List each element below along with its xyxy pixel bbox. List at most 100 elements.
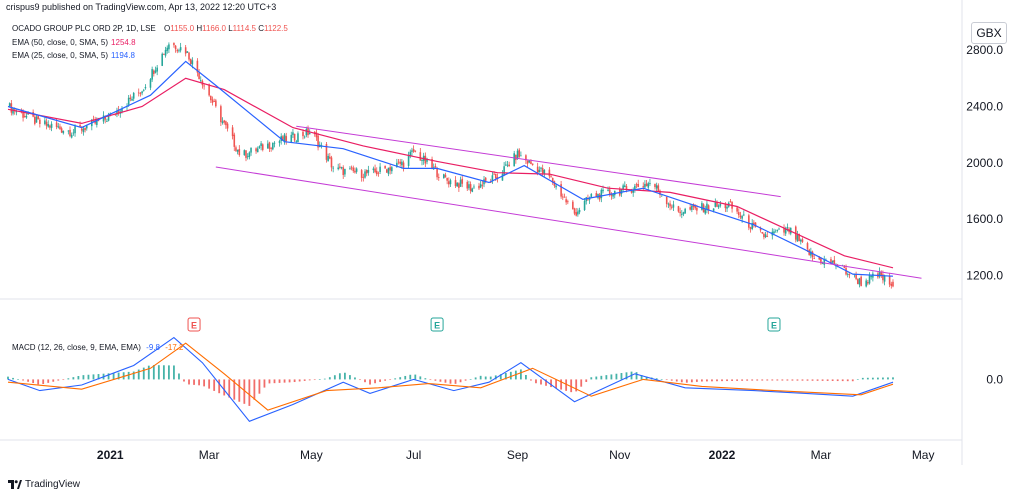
macd-histogram-bar <box>12 377 14 380</box>
candle-body <box>823 259 826 265</box>
candle-body <box>677 206 680 212</box>
candle-body <box>434 166 437 168</box>
candle-body <box>397 161 400 163</box>
macd-histogram-bar <box>811 379 814 381</box>
candle-body <box>506 164 509 166</box>
macd-histogram-bar <box>665 379 668 381</box>
macd-histogram-bar <box>892 377 894 380</box>
channel-lower-line <box>215 166 922 279</box>
macd-histogram-bar <box>454 379 457 384</box>
candle-body <box>278 141 281 143</box>
candle-body <box>116 110 118 115</box>
macd-histogram-bar <box>620 373 623 380</box>
macd-histogram-bar <box>379 379 381 382</box>
price-tick-label: 1200.0 <box>966 268 1003 282</box>
macd-histogram-bar <box>168 365 170 380</box>
macd-histogram-bar <box>152 365 155 380</box>
macd-histogram-bar <box>127 371 130 380</box>
candle-body <box>117 109 120 113</box>
candle-body <box>870 276 872 278</box>
price-tick-label: 2400.0 <box>966 99 1003 113</box>
candle-body <box>759 228 762 231</box>
candle-body <box>830 259 832 264</box>
candle-body <box>748 215 750 228</box>
candle-body <box>188 52 190 60</box>
candle-body <box>660 195 663 197</box>
candle-body <box>865 280 867 287</box>
macd-histogram-bar <box>303 379 306 381</box>
macd-histogram-bar <box>816 379 819 381</box>
candle-body <box>409 151 412 157</box>
candle-body <box>34 116 36 124</box>
macd-histogram-bar <box>147 365 150 380</box>
candle-body <box>856 279 859 284</box>
time-tick-label: 2021 <box>97 448 124 462</box>
candle-body <box>203 85 205 87</box>
ema50-legend[interactable]: EMA (50, close, 0, SMA, 5) 1254.8 <box>12 38 136 47</box>
macd-histogram-bar <box>248 379 251 406</box>
macd-histogram-bar <box>761 379 764 381</box>
candle-body <box>330 157 333 168</box>
candle-body <box>737 212 740 216</box>
candle-body <box>70 134 73 138</box>
candle-body <box>399 161 402 164</box>
macd-histogram-bar <box>530 379 532 381</box>
ohlc-open-key: O <box>163 24 171 33</box>
macd-histogram-bar <box>157 365 160 380</box>
candle-body <box>377 172 380 174</box>
candle-body <box>689 207 691 210</box>
earnings-marker-label: E <box>191 321 197 331</box>
macd-histogram-bar <box>635 372 638 380</box>
macd-histogram-bar <box>882 377 884 380</box>
macd-histogram-bar <box>585 379 588 382</box>
channel-upper-line <box>296 125 781 198</box>
candle-body <box>50 123 53 128</box>
candle-body <box>481 184 484 186</box>
candle-body <box>235 147 237 151</box>
macd-histogram-bar <box>887 377 889 380</box>
macd-histogram-bar <box>238 379 241 402</box>
candle-body <box>649 183 651 184</box>
candle-body <box>796 235 799 242</box>
candle-body <box>131 98 133 101</box>
publisher-header: crispus9 published on TradingView.com, A… <box>6 2 277 12</box>
candle-body <box>255 148 257 152</box>
candle-body <box>431 159 433 169</box>
candle-body <box>384 165 386 169</box>
candle-body <box>821 263 824 265</box>
macd-label: MACD (12, 26, close, 9, EMA, EMA) <box>12 343 141 352</box>
candle-body <box>233 134 236 147</box>
candle-body <box>365 169 368 174</box>
candle-body <box>293 133 296 141</box>
macd-histogram-bar <box>354 377 356 380</box>
candle-body <box>590 194 593 198</box>
candle-body <box>784 228 787 234</box>
macd-histogram-bar <box>600 375 603 380</box>
candle-body <box>494 173 497 179</box>
ema25-legend[interactable]: EMA (25, close, 0, SMA, 5) 1194.8 <box>12 51 135 60</box>
candle-body <box>846 273 849 275</box>
candle-body <box>833 259 836 266</box>
candle-body <box>39 119 41 124</box>
macd-histogram-bar <box>32 379 35 384</box>
currency-badge[interactable]: GBX <box>971 22 1007 44</box>
macd-histogram-bar <box>308 379 311 381</box>
candle-body <box>297 133 299 143</box>
macd-histogram-bar <box>87 374 90 380</box>
macd-histogram-bar <box>343 372 346 380</box>
macd-histogram-bar <box>494 375 497 380</box>
candle-body <box>642 186 645 188</box>
candle-body <box>766 235 769 237</box>
macd-legend[interactable]: MACD (12, 26, close, 9, EMA, EMA) -9.8 -… <box>12 343 183 352</box>
candle-body <box>320 145 323 146</box>
candle-body <box>260 143 262 147</box>
candle-body <box>684 208 686 214</box>
candle-body <box>176 49 179 52</box>
candle-body <box>801 239 804 242</box>
candle-body <box>266 143 269 149</box>
candle-body <box>665 196 668 205</box>
macd-histogram-bar <box>746 379 749 381</box>
candle-body <box>479 184 482 188</box>
candle-body <box>196 60 199 73</box>
candle-body <box>743 214 745 216</box>
